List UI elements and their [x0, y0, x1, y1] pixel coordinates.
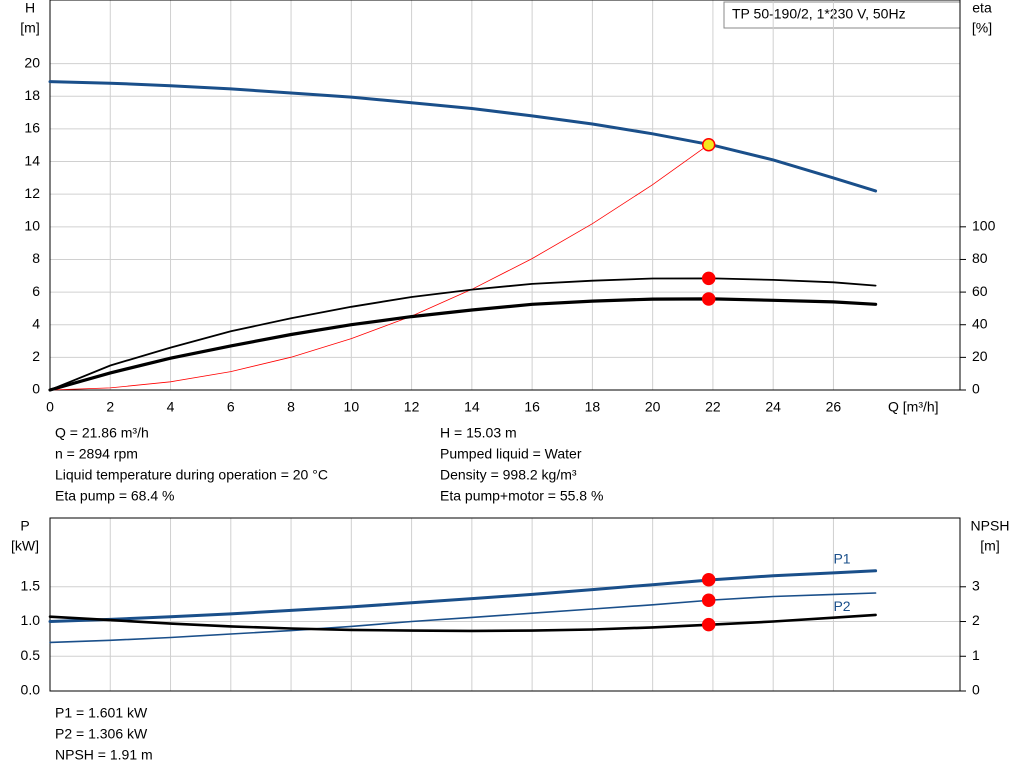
curve: [48, 569, 878, 623]
info-text: P2 = 1.306 kW: [55, 726, 148, 742]
y2-axis-unit: [m]: [980, 538, 999, 554]
operating-point: [701, 617, 716, 632]
y-tick-label: 12: [24, 185, 40, 201]
y2-tick-label: 100: [972, 218, 996, 234]
y-tick-label: 8: [32, 250, 40, 266]
chart-title: TP 50-190/2, 1*230 V, 50Hz: [732, 6, 906, 22]
info-text: Density = 998.2 kg/m³: [440, 467, 577, 483]
y-axis-label: P: [20, 518, 29, 534]
x-tick-label: 2: [106, 399, 114, 415]
y-axis-unit: [kW]: [11, 538, 39, 554]
curve: [49, 592, 877, 644]
info-text: Pumped liquid = Water: [440, 446, 582, 462]
x-tick-label: 0: [46, 399, 54, 415]
y2-tick-label: 80: [972, 250, 988, 266]
y-tick-label: 0.0: [21, 682, 41, 698]
y-axis-unit: [m]: [20, 20, 39, 36]
y2-tick-label: 40: [972, 315, 988, 331]
operating-point: [701, 137, 716, 152]
y-tick-label: 0.5: [21, 647, 41, 663]
y2-tick-label: 3: [972, 577, 980, 593]
plot-frame: [49, 0, 961, 391]
y-tick-label: 0: [32, 381, 40, 397]
y2-tick-label: 2: [972, 612, 980, 628]
y-tick-label: 2: [32, 348, 40, 364]
curve: [49, 277, 877, 391]
series-label: P1: [833, 551, 850, 567]
x-tick-label: 16: [524, 399, 540, 415]
info-text: Q = 21.86 m³/h: [55, 425, 149, 441]
curve: [48, 613, 877, 633]
y-axis-label: H: [25, 0, 35, 16]
y-tick-label: 18: [24, 87, 40, 103]
y2-axis-label: eta: [972, 0, 992, 16]
x-tick-label: 6: [227, 399, 235, 415]
y-tick-label: 4: [32, 315, 40, 331]
curve: [49, 141, 714, 391]
x-tick-label: 24: [765, 399, 781, 415]
curve: [48, 80, 878, 193]
y2-tick-label: 1: [972, 647, 980, 663]
x-tick-label: 4: [167, 399, 175, 415]
info-text: P1 = 1.601 kW: [55, 705, 148, 721]
series-label: P2: [833, 598, 850, 614]
x-tick-label: 12: [404, 399, 420, 415]
x-tick-label: 14: [464, 399, 480, 415]
operating-point: [701, 593, 716, 608]
y2-tick-label: 0: [972, 682, 980, 698]
operating-point: [701, 292, 716, 306]
y-tick-label: 1.5: [21, 577, 41, 593]
y-tick-label: 14: [24, 152, 40, 168]
x-tick-label: 8: [287, 399, 295, 415]
y-tick-label: 16: [24, 120, 40, 136]
info-text: Liquid temperature during operation = 20…: [55, 467, 328, 483]
y2-tick-label: 20: [972, 348, 988, 364]
plot-frame: [49, 517, 961, 692]
x-axis-label: Q [m³/h]: [888, 399, 939, 415]
curve: [48, 297, 878, 392]
operating-point: [701, 271, 716, 286]
info-text: NPSH = 1.91 m: [55, 747, 153, 763]
title-box: [723, 1, 961, 29]
y-tick-label: 6: [32, 283, 40, 299]
info-text: Eta pump = 68.4 %: [55, 488, 174, 504]
x-tick-label: 26: [826, 399, 842, 415]
y2-axis-label: NPSH: [971, 518, 1010, 534]
info-text: n = 2894 rpm: [55, 446, 138, 462]
info-text: H = 15.03 m: [440, 425, 517, 441]
y2-tick-label: 0: [972, 381, 980, 397]
y2-tick-label: 60: [972, 283, 988, 299]
x-tick-label: 18: [585, 399, 601, 415]
y-tick-label: 20: [24, 54, 40, 70]
x-tick-label: 22: [705, 399, 721, 415]
operating-point: [701, 573, 716, 587]
y2-axis-unit: [%]: [972, 20, 992, 36]
y-tick-label: 10: [24, 218, 40, 234]
x-tick-label: 10: [344, 399, 360, 415]
info-text: Eta pump+motor = 55.8 %: [440, 488, 603, 504]
x-tick-label: 20: [645, 399, 661, 415]
y-tick-label: 1.0: [21, 612, 41, 628]
